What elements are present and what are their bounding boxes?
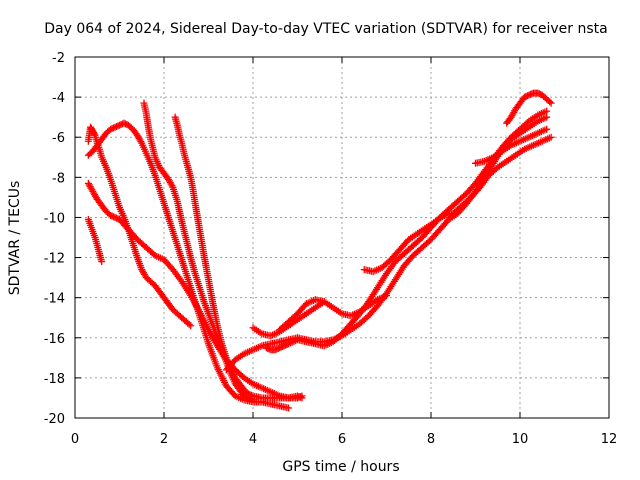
grid <box>75 57 609 418</box>
data-series <box>503 89 555 127</box>
data-point <box>547 133 555 141</box>
x-tick-label: 0 <box>71 432 79 447</box>
x-tick-label: 4 <box>249 432 257 447</box>
y-tick-label: -14 <box>44 292 65 307</box>
y-tick-label: -6 <box>52 131 65 146</box>
x-tick-label: 2 <box>160 432 168 447</box>
data-series <box>84 123 195 330</box>
y-tick-label: -8 <box>52 171 65 186</box>
data-point <box>383 292 390 300</box>
data-point <box>98 258 106 266</box>
data-point <box>285 404 293 412</box>
data-series <box>472 125 551 167</box>
data-point-dense <box>90 130 98 138</box>
data-series <box>84 119 293 412</box>
y-tick-label: -4 <box>52 91 65 106</box>
data-point-dense <box>185 320 193 328</box>
data-point <box>187 322 195 330</box>
y-axis-label: SDTVAR / TECUs <box>7 181 23 296</box>
x-tick-label: 10 <box>512 432 529 447</box>
data-point-dense <box>283 340 291 348</box>
x-tick-label: 8 <box>427 432 435 447</box>
data-markers <box>84 89 555 412</box>
data-point <box>543 125 551 133</box>
y-tick-label: -12 <box>44 252 65 267</box>
y-tick-label: -16 <box>44 332 65 347</box>
data-point <box>547 99 555 107</box>
chart-title: Day 064 of 2024, Sidereal Day-to-day VTE… <box>44 21 607 37</box>
data-point-dense <box>248 391 256 399</box>
y-tick-label: -10 <box>44 211 65 226</box>
y-tick-label: -18 <box>44 372 65 387</box>
x-tick-label: 12 <box>601 432 618 447</box>
x-axis-label: GPS time / hours <box>282 459 399 475</box>
data-point <box>543 113 551 121</box>
y-tick-label: -20 <box>44 412 65 427</box>
data-series <box>360 133 555 276</box>
data-series <box>84 215 106 266</box>
x-tick-label: 6 <box>338 432 346 447</box>
data-point-dense <box>137 138 145 146</box>
data-point <box>543 107 551 115</box>
data-point-dense <box>546 98 554 106</box>
x-tick-labels: 0 2 4 6 8 10 12 <box>71 57 617 447</box>
y-tick-labels: -20 -18 -16 -14 -12 -10 -8 -6 -4 -2 <box>44 51 609 427</box>
data-point-dense <box>296 393 304 401</box>
data-point <box>298 394 306 402</box>
data-series <box>171 113 306 402</box>
y-tick-label: -2 <box>52 51 65 66</box>
data-series <box>276 292 390 334</box>
data-point-dense <box>168 182 176 190</box>
